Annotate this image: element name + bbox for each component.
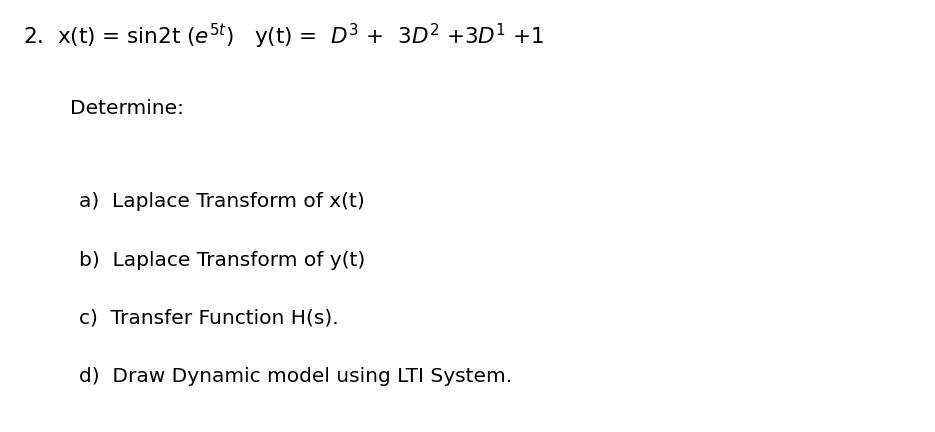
Text: 2.  x(t) = sin2t ($e^{5t}$)   y(t) =  $D^3$ +  3$D^2$ +3$D^1$ +1: 2. x(t) = sin2t ($e^{5t}$) y(t) = $D^3$ …	[23, 22, 545, 51]
Text: c)  Transfer Function H(s).: c) Transfer Function H(s).	[79, 309, 339, 328]
Text: Determine:: Determine:	[70, 99, 184, 118]
Text: b)  Laplace Transform of y(t): b) Laplace Transform of y(t)	[79, 251, 366, 270]
Text: d)  Draw Dynamic model using LTI System.: d) Draw Dynamic model using LTI System.	[79, 367, 512, 386]
Text: a)  Laplace Transform of x(t): a) Laplace Transform of x(t)	[79, 192, 366, 211]
